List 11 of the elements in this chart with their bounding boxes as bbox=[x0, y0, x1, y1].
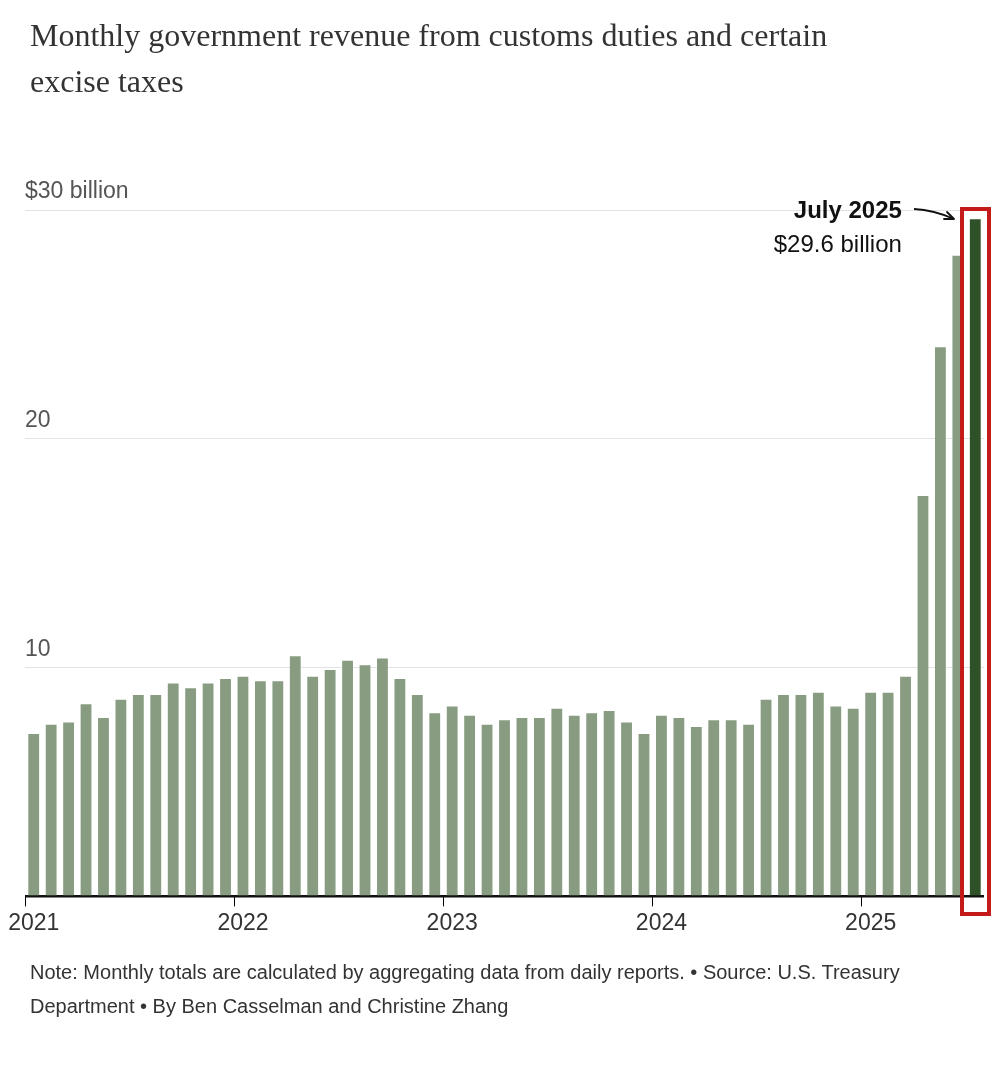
x-tick-label: 2025 bbox=[845, 908, 897, 935]
y-tick-label: 10 bbox=[25, 634, 51, 661]
y-tick-label: $30 billion bbox=[25, 177, 129, 204]
chart-title: Monthly government revenue from customs duties and certain excise taxes bbox=[30, 16, 829, 101]
x-tick-label: 2021 bbox=[8, 908, 60, 935]
text: Note: Monthly totals are calculated by aggregating data from daily reports. • Source: U.S. Treasury Department • By Ben Casselman and Christine Zhang bbox=[30, 960, 901, 1019]
y-tick-label: 20 bbox=[25, 406, 51, 433]
x-tick-label: 2023 bbox=[426, 908, 478, 935]
annotation: July 2025 $29.6 billion bbox=[773, 195, 902, 257]
x-tick-label: 2024 bbox=[635, 908, 688, 935]
x-tick-label: 2022 bbox=[217, 908, 269, 935]
